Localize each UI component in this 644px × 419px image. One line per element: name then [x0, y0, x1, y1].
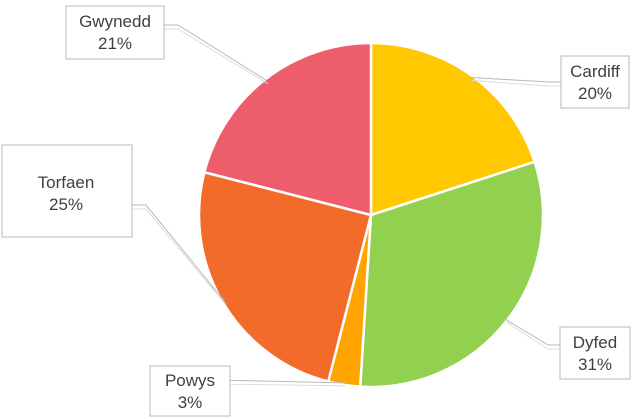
leader-shadow-cardiff: [471, 80, 561, 87]
value-label-dyfed: 31%: [578, 355, 612, 374]
callout-gwynedd: Gwynedd 21%: [65, 5, 165, 60]
category-label-powys: Powys: [165, 371, 215, 390]
leader-shadow-gwynedd: [164, 28, 269, 85]
leader-lines: [132, 24, 561, 387]
leader-line-dyfed: [505, 318, 560, 346]
value-label-torfaen: 25%: [49, 195, 83, 214]
category-label-dyfed: Dyfed: [573, 333, 617, 352]
callout-torfaen: Torfaen 25%: [1, 144, 133, 238]
callout-dyfed: Dyfed 31%: [559, 326, 631, 380]
callout-powys: Powys 3%: [149, 365, 231, 417]
category-label-cardiff: Cardiff: [570, 62, 620, 81]
leader-shadow-powys: [217, 383, 346, 387]
category-label-gwynedd: Gwynedd: [79, 12, 151, 31]
leader-line-torfaen: [132, 204, 226, 302]
category-label-torfaen: Torfaen: [38, 173, 95, 192]
pie-slice-gwynedd: [203, 41, 373, 217]
data-labels: Cardiff 20% Dyfed 31% Powys 3% Torfaen 2…: [1, 5, 631, 417]
leader-shadow-torfaen: [132, 208, 227, 305]
leader-shadow-dyfed: [506, 321, 560, 350]
leader-line-cardiff: [470, 77, 561, 83]
pie-slice-torfaen: [197, 170, 373, 383]
callout-cardiff: Cardiff 20%: [560, 55, 630, 109]
leader-line-gwynedd: [164, 24, 268, 82]
pie-slices: [197, 41, 545, 389]
value-label-powys: 3%: [178, 393, 203, 412]
value-label-cardiff: 20%: [578, 84, 612, 103]
value-label-gwynedd: 21%: [98, 34, 132, 53]
pie-slice-cardiff: [369, 41, 536, 217]
